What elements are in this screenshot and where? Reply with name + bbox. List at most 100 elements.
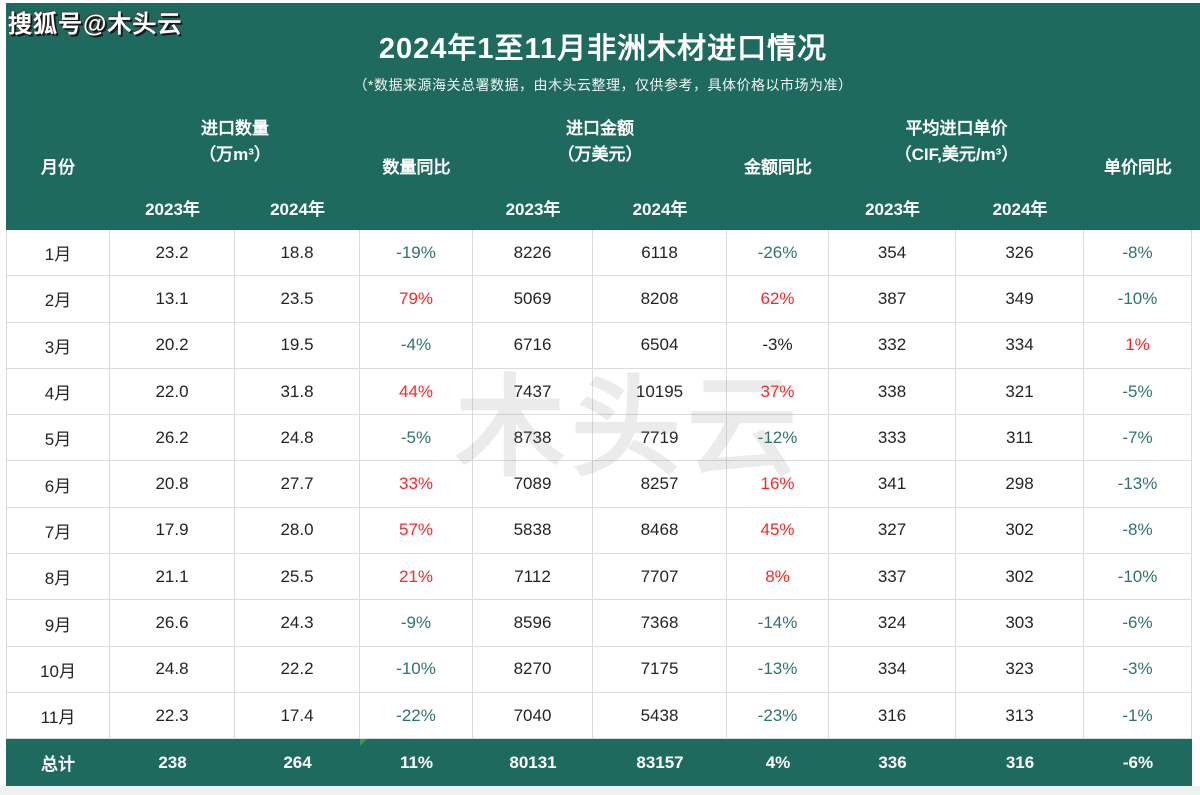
- cell-qty-2023: 21.1: [110, 554, 235, 601]
- table-column-headers: 月份 进口数量 （万m³） 数量同比 进口金额 （万美元） 金额同比 平均进口单…: [6, 100, 1192, 230]
- bottom-strip: [0, 786, 1200, 795]
- col-group-price-unit: （CIF,美元/m³）: [894, 145, 1019, 164]
- cell-amt-2024: 8257: [593, 461, 727, 508]
- cell-month: 2月: [6, 276, 110, 323]
- cell-qty-yoy: 79%: [360, 276, 473, 323]
- cell-price-2023: 316: [829, 692, 956, 740]
- cell-price-yoy: -8%: [1084, 507, 1192, 555]
- cell-qty-yoy: 21%: [360, 554, 473, 601]
- cell-price-2023: 327: [829, 507, 956, 555]
- cell-month: 7月: [6, 507, 110, 555]
- cell-amt-yoy: -12%: [727, 415, 829, 462]
- col-group-price: 平均进口单价 （CIF,美元/m³）: [829, 100, 1084, 184]
- cell-price-2024: 302: [956, 507, 1084, 555]
- cell-amt-2024: 6118: [593, 230, 727, 277]
- total-cell-price-2024: 316: [1005, 752, 1035, 772]
- cell-price-2023: 337: [829, 554, 956, 601]
- col-header-price-2024: 2024年: [992, 199, 1048, 219]
- col-group-amount: 进口金额 （万美元）: [473, 100, 727, 184]
- cell-amt-2023: 6716: [473, 322, 593, 369]
- cell-amt-2023: 8270: [473, 646, 593, 693]
- cell-amt-yoy: 37%: [727, 368, 829, 416]
- table-row: 7月 17.9 28.0 57% 5838 8468 45% 327 302 -8%: [6, 507, 1192, 555]
- cell-month: 10月: [6, 646, 110, 693]
- cell-amt-2024: 7368: [593, 600, 727, 647]
- total-cell-amt-2024: 83157: [636, 752, 684, 772]
- cell-price-yoy: -7%: [1084, 415, 1192, 462]
- cell-month: 1月: [6, 230, 110, 277]
- col-group-quantity-unit: （万m³）: [199, 145, 271, 164]
- cell-price-2023: 332: [829, 322, 956, 369]
- cell-qty-2024: 31.8: [235, 368, 360, 416]
- cell-amt-yoy: -13%: [727, 646, 829, 693]
- cell-price-yoy: -6%: [1084, 600, 1192, 647]
- table-row: 9月 26.6 24.3 -9% 8596 7368 -14% 324 303 -6%: [6, 600, 1192, 647]
- cell-amt-2023: 8596: [473, 600, 593, 647]
- total-cell-qty-2024: 264: [283, 752, 312, 772]
- col-header-amt-2024: 2024年: [632, 199, 688, 219]
- cell-amt-2024: 8468: [593, 507, 727, 555]
- cell-qty-2024: 24.3: [235, 600, 360, 647]
- cell-amt-yoy: 62%: [727, 276, 829, 323]
- col-group-amount-title: 进口金额: [566, 118, 634, 138]
- cell-qty-2023: 24.8: [110, 646, 235, 693]
- cell-amt-2023: 7040: [473, 692, 593, 740]
- cell-amt-2024: 7707: [593, 554, 727, 601]
- cell-price-2023: 333: [829, 415, 956, 462]
- cell-qty-2023: 20.8: [110, 461, 235, 508]
- total-cell-month: 总计: [41, 755, 75, 774]
- cell-price-2023: 387: [829, 276, 956, 323]
- cell-qty-yoy: -19%: [360, 230, 473, 277]
- cell-qty-yoy: -9%: [360, 600, 473, 647]
- table-total-row: 总计 238 264 11% 80131 83157 4% 336 316 -6…: [6, 739, 1192, 786]
- cell-price-2024: 311: [956, 415, 1084, 462]
- cell-qty-2024: 18.8: [235, 230, 360, 277]
- col-group-price-title: 平均进口单价: [905, 118, 1008, 138]
- cell-price-2024: 334: [956, 322, 1084, 369]
- col-header-price-2023: 2023年: [865, 199, 920, 219]
- cell-qty-2024: 19.5: [235, 322, 360, 369]
- cell-amt-yoy: 45%: [727, 507, 829, 555]
- cell-qty-2023: 26.6: [110, 600, 235, 647]
- cell-amt-yoy: -26%: [727, 230, 829, 277]
- cell-amt-2023: 8738: [473, 415, 593, 462]
- cell-amt-2023: 7089: [473, 461, 593, 508]
- cell-amt-2024: 5438: [593, 692, 727, 740]
- cell-amt-2024: 7719: [593, 415, 727, 462]
- sohu-account-watermark: 搜狐号@木头云: [8, 11, 183, 38]
- cell-qty-2024: 25.5: [235, 554, 360, 601]
- cell-qty-2023: 23.2: [110, 230, 235, 277]
- cell-amt-2024: 8208: [593, 276, 727, 323]
- col-group-quantity: 进口数量 （万m³）: [110, 100, 360, 184]
- page-title: 2024年1至11月非洲木材进口情况: [378, 33, 828, 65]
- cell-month: 9月: [6, 600, 110, 647]
- cell-qty-yoy: 57%: [360, 507, 473, 555]
- cell-amt-2023: 7112: [473, 554, 593, 601]
- cell-amt-2023: 5838: [473, 507, 593, 555]
- total-cell-qty-2023: 238: [158, 752, 187, 772]
- cell-month: 5月: [6, 415, 110, 462]
- table-row: 11月 22.3 17.4 -22% 7040 5438 -23% 316 313 -1%: [6, 692, 1192, 740]
- cell-qty-2024: 28.0: [235, 507, 360, 555]
- total-cell-price-2023: 336: [878, 752, 907, 772]
- cell-price-yoy: -5%: [1084, 368, 1192, 416]
- cell-qty-2023: 26.2: [110, 415, 235, 462]
- col-header-price-yoy: 单价同比: [1104, 157, 1172, 177]
- cell-price-yoy: -1%: [1084, 692, 1192, 740]
- cell-price-2024: 298: [956, 461, 1084, 508]
- cell-qty-yoy: 33%: [360, 461, 473, 508]
- cell-month: 8月: [6, 554, 110, 601]
- total-cell-qty-yoy: 11%: [360, 739, 473, 786]
- col-group-amount-unit: （万美元）: [557, 145, 643, 164]
- page-subtitle: （*数据来源海关总署数据，由木头云整理，仅供参考，具体价格以市场为准）: [353, 77, 853, 93]
- cell-amt-2024: 10195: [593, 368, 727, 416]
- table-row: 5月 26.2 24.8 -5% 8738 7719 -12% 333 311 -7%: [6, 415, 1192, 462]
- cell-qty-2024: 22.2: [235, 646, 360, 693]
- col-group-quantity-title: 进口数量: [201, 118, 269, 138]
- header-band: 2024年1至11月非洲木材进口情况 （*数据来源海关总署数据，由木头云整理，仅…: [6, 3, 1200, 230]
- total-cell-amt-yoy: 4%: [765, 752, 791, 772]
- table-row: 6月 20.8 27.7 33% 7089 8257 16% 341 298 -13%: [6, 461, 1192, 508]
- cell-price-2023: 324: [829, 600, 956, 647]
- col-header-quantity-yoy: 数量同比: [382, 157, 451, 177]
- table-row: 2月 13.1 23.5 79% 5069 8208 62% 387 349 -10%: [6, 276, 1192, 323]
